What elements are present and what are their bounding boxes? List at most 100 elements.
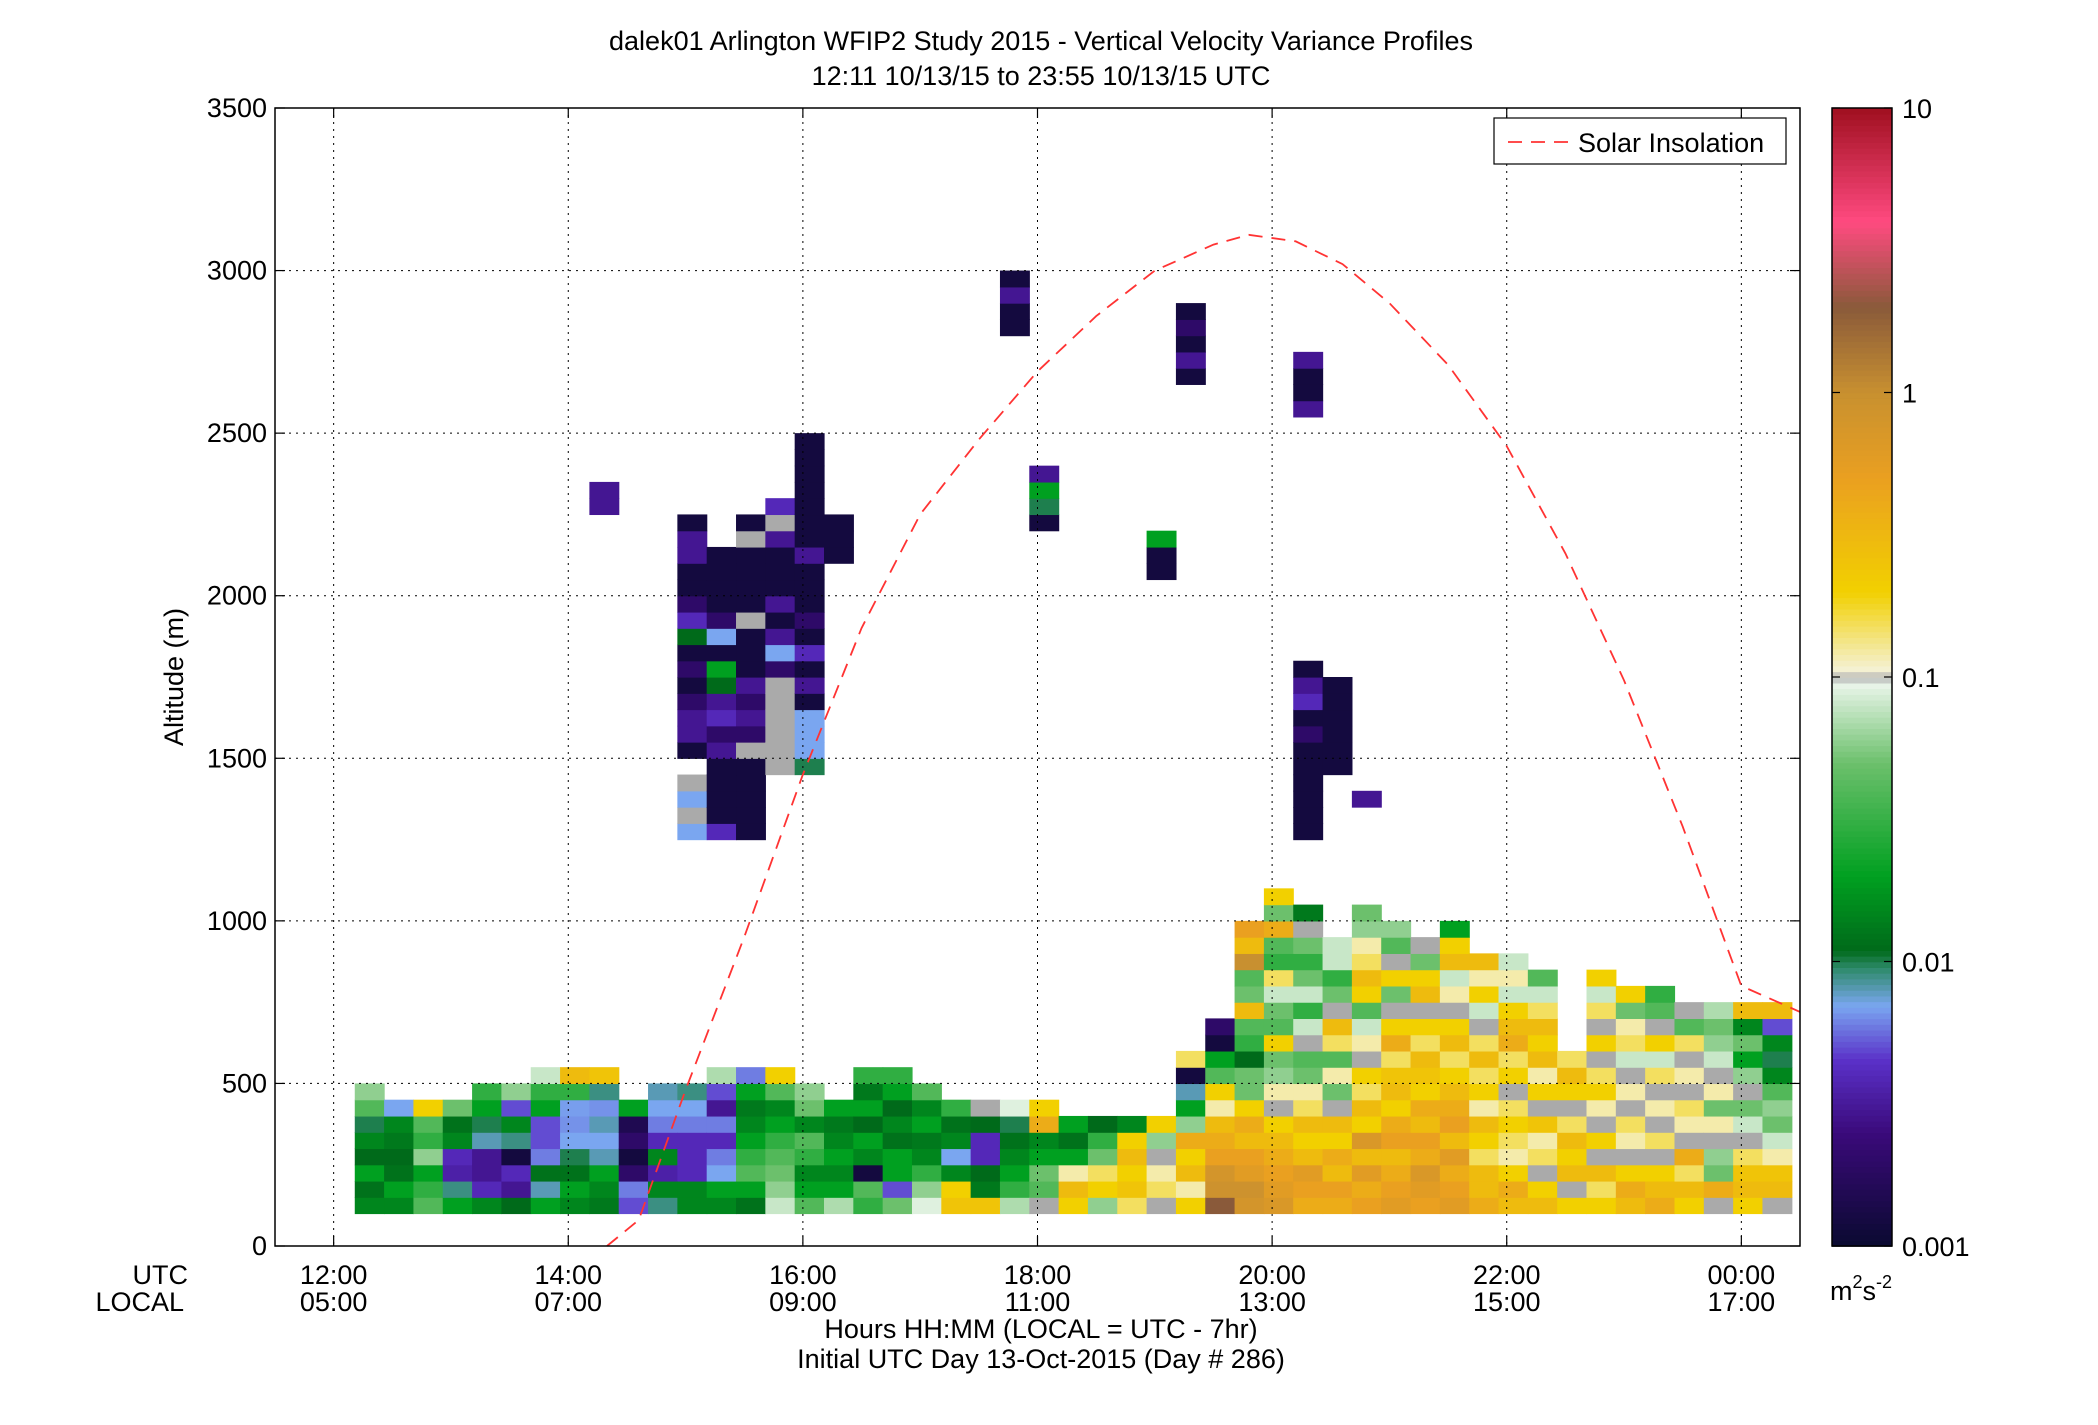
heatmap-cell: [1498, 1002, 1529, 1019]
heatmap-cell: [765, 1067, 796, 1085]
heatmap-cell: [1381, 1132, 1412, 1150]
colorbar-band: [1832, 659, 1892, 667]
x-tick-label-utc: 18:00: [1004, 1260, 1072, 1290]
heatmap-cell: [1293, 774, 1324, 792]
heatmap-cell: [1293, 1197, 1324, 1215]
heatmap-cell: [1322, 1050, 1353, 1068]
heatmap-cell: [911, 1180, 942, 1198]
heatmap-cell: [1322, 1115, 1353, 1133]
heatmap-cell: [1293, 920, 1324, 938]
colorbar-band: [1832, 694, 1892, 701]
heatmap-cell: [589, 1148, 620, 1166]
colorbar-band: [1832, 1228, 1892, 1236]
heatmap-cell: [1645, 1083, 1676, 1101]
heatmap-cell: [1175, 1197, 1206, 1215]
heatmap-cell: [1381, 1083, 1412, 1101]
heatmap-cell: [1439, 1164, 1470, 1182]
heatmap-cell: [1351, 920, 1382, 938]
heatmap-cell: [1733, 1002, 1764, 1019]
heatmap-cell: [413, 1164, 444, 1182]
heatmap-cell: [1146, 1164, 1177, 1182]
heatmap-cell: [1733, 1197, 1764, 1215]
heatmap-cell: [853, 1083, 884, 1101]
heatmap-cell: [765, 725, 796, 743]
colorbar-band: [1832, 381, 1892, 388]
colorbar-band: [1832, 671, 1892, 678]
heatmap-cell: [853, 1148, 884, 1166]
heatmap-cell: [706, 1197, 737, 1215]
heatmap-cell: [794, 1197, 825, 1215]
heatmap-cell: [1058, 1115, 1089, 1133]
heatmap-cell: [765, 1197, 796, 1215]
colorbar-band: [1832, 386, 1892, 394]
heatmap-cell: [1351, 937, 1382, 954]
heatmap-cell: [1293, 351, 1324, 369]
heatmap-cell: [1293, 400, 1324, 418]
heatmap-cell: [736, 514, 766, 532]
heatmap-cell: [1351, 1132, 1382, 1150]
colorbar-band: [1832, 551, 1892, 559]
heatmap-cell: [1234, 1164, 1265, 1182]
heatmap-cell: [794, 530, 825, 548]
colorbar-band: [1832, 1052, 1892, 1060]
heatmap-cell: [530, 1197, 561, 1215]
colorbar-band: [1832, 1058, 1892, 1065]
heatmap-cell: [1381, 1180, 1412, 1198]
colorbar-band: [1832, 893, 1892, 900]
heatmap-cell: [1410, 1132, 1441, 1150]
colorbar-band: [1832, 136, 1892, 143]
heatmap-cell: [1293, 1164, 1324, 1182]
x-tick-label-utc: 22:00: [1473, 1260, 1541, 1290]
heatmap-cell: [1293, 1148, 1324, 1166]
heatmap-cell: [472, 1115, 503, 1133]
colorbar-band: [1832, 1046, 1892, 1054]
colorbar-band: [1832, 1200, 1892, 1207]
heatmap-cell: [999, 1164, 1030, 1182]
heatmap-cell: [882, 1132, 913, 1150]
legend-label-solar-insolation: Solar Insolation: [1578, 128, 1764, 158]
heatmap-cell: [1733, 1083, 1764, 1101]
x-tick-label-local: 11:00: [1005, 1287, 1071, 1317]
colorbar-band: [1832, 836, 1892, 843]
heatmap-cell: [413, 1132, 444, 1150]
heatmap-cell: [1674, 1034, 1705, 1052]
heatmap-cell: [1410, 1148, 1441, 1166]
colorbar-band: [1832, 1132, 1892, 1139]
heatmap-cell: [1351, 1197, 1382, 1215]
colorbar-band: [1832, 1149, 1892, 1156]
heatmap-cell: [1234, 1148, 1265, 1166]
heatmap-cell: [1586, 1002, 1617, 1019]
heatmap-cell: [1674, 1067, 1705, 1085]
colorbar-band: [1832, 261, 1892, 269]
x-axis-sublabel: Initial UTC Day 13-Oct-2015 (Day # 286): [797, 1344, 1285, 1374]
colorbar-band: [1832, 728, 1892, 735]
heatmap-cell: [794, 481, 825, 499]
heatmap-cell: [1703, 1018, 1734, 1036]
heatmap-cell: [1557, 1067, 1588, 1085]
heatmap-cell: [765, 660, 796, 678]
heatmap-cell: [1498, 1050, 1529, 1068]
colorbar-band: [1832, 933, 1892, 940]
heatmap-cell: [1381, 969, 1412, 987]
heatmap-cell: [999, 1180, 1030, 1198]
heatmap-cell: [911, 1148, 942, 1166]
heatmap-cell: [1762, 1180, 1793, 1198]
heatmap-cell: [1293, 693, 1324, 711]
heatmap-cell: [1293, 1018, 1324, 1036]
heatmap-cell: [1762, 1099, 1793, 1117]
heatmap-cell: [1351, 790, 1382, 808]
heatmap-cell: [941, 1115, 972, 1133]
heatmap-cell: [677, 579, 708, 597]
heatmap-cell: [442, 1180, 473, 1198]
heatmap-cell: [677, 774, 708, 792]
colorbar-band: [1832, 733, 1892, 741]
colorbar-band: [1832, 1069, 1892, 1077]
heatmap-cell: [999, 1197, 1030, 1215]
heatmap-cell: [501, 1197, 532, 1215]
heatmap-cell: [1263, 1018, 1294, 1036]
heatmap-cell: [706, 546, 737, 564]
colorbar-band: [1832, 1143, 1892, 1151]
heatmap-cell: [1674, 1148, 1705, 1166]
